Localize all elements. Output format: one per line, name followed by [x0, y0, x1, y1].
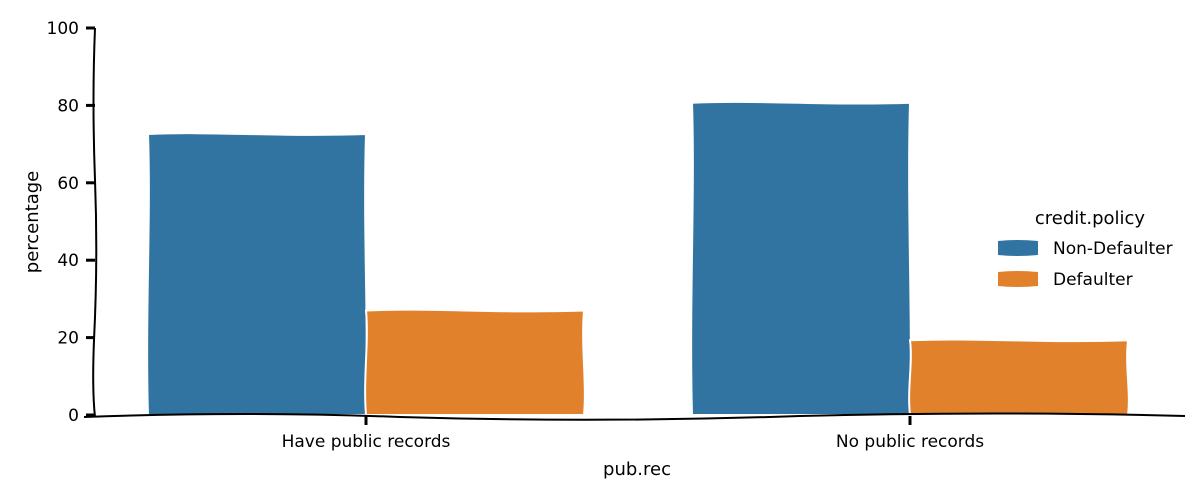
x-axis-line — [83, 412, 1186, 421]
x-tick-label-have-public-records: Have public records — [282, 432, 451, 452]
bars-layer — [146, 100, 1130, 416]
bar-non-defaulter-no-public-records — [690, 100, 912, 416]
y-axis-title: percentage — [22, 171, 43, 273]
legend-label-non-defaulter: Non-Defaulter — [1053, 239, 1173, 259]
y-tick-label-40: 40 — [57, 251, 79, 271]
legend-swatch-non-defaulter — [998, 240, 1038, 256]
x-axis-ticks: Have public records No public records — [282, 416, 984, 452]
y-tick-label-100: 100 — [47, 19, 79, 39]
bar-defaulter-no-public-records — [908, 338, 1130, 416]
x-tick-label-no-public-records: No public records — [836, 432, 984, 452]
legend-items: Non-Defaulter Defaulter — [998, 239, 1173, 290]
y-tick-label-20: 20 — [57, 329, 79, 349]
legend-swatch-defaulter — [998, 271, 1038, 287]
legend-label-defaulter: Defaulter — [1053, 270, 1133, 290]
y-axis-line — [92, 27, 98, 418]
x-axis-title: pub.rec — [603, 459, 671, 480]
bar-non-defaulter-have-public-records — [146, 132, 368, 416]
y-tick-label-80: 80 — [57, 96, 79, 116]
y-tick-label-60: 60 — [57, 174, 79, 194]
y-tick-label-0: 0 — [68, 406, 79, 426]
bar-defaulter-have-public-records — [364, 308, 586, 416]
legend-title: credit.policy — [1035, 208, 1146, 229]
y-axis-ticks: 0 20 40 60 80 100 — [47, 19, 95, 426]
legend: credit.policy Non-Defaulter Defaulter — [998, 208, 1173, 290]
